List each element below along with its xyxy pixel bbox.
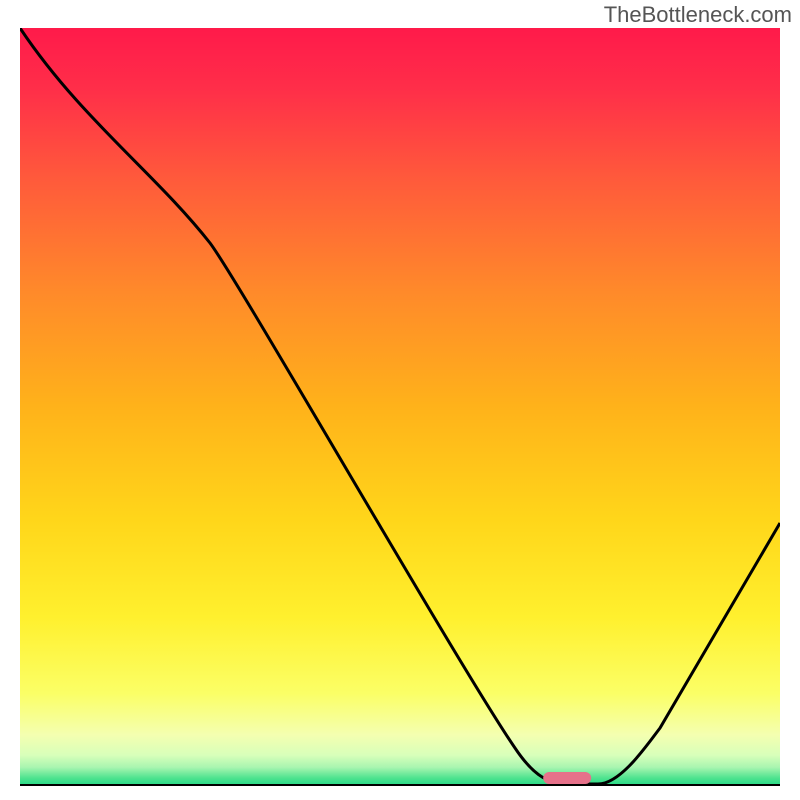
- x-axis: [20, 784, 780, 786]
- watermark: TheBottleneck.com: [604, 2, 792, 28]
- gradient-background: [20, 28, 780, 784]
- chart-svg: [20, 28, 780, 784]
- optimal-marker: [543, 772, 591, 784]
